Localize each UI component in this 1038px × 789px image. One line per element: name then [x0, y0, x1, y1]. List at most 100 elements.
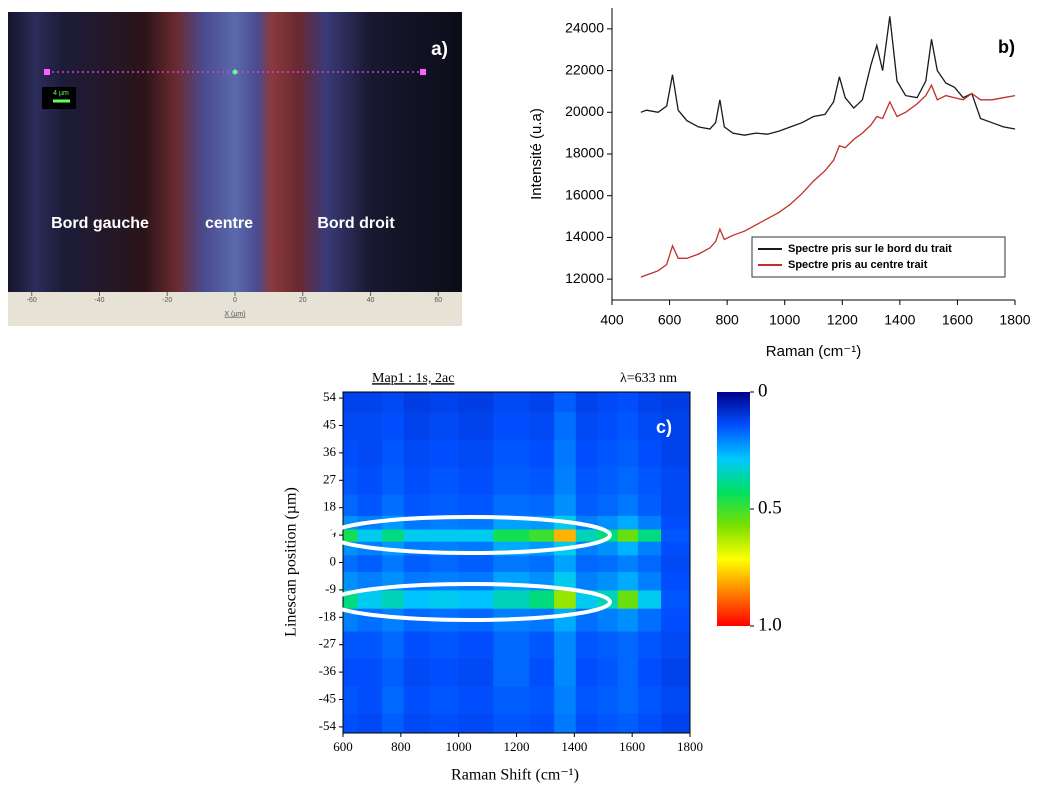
heat-cell [343, 658, 358, 687]
x-tick-label: 1000 [769, 312, 800, 328]
x-tick-label: 600 [333, 739, 353, 754]
y-tick-label: -45 [319, 690, 336, 705]
heat-cell [403, 439, 431, 468]
series-line [640, 83, 1016, 278]
y-tick-label: -9 [325, 581, 336, 596]
heat-cell [597, 466, 619, 495]
highlight [328, 582, 612, 622]
heat-cell [661, 515, 690, 530]
heat-cell [529, 554, 555, 573]
heat-cell [529, 529, 555, 542]
heat-cell [575, 493, 598, 516]
heat-cell [458, 571, 494, 591]
heat-cell [554, 658, 577, 687]
heat-cell [661, 529, 690, 542]
x-tick-label: 1800 [999, 312, 1030, 328]
heat-cell [357, 589, 383, 609]
heat-cell [382, 529, 405, 542]
heat-cell [458, 554, 494, 573]
heat-cell [382, 392, 405, 413]
heat-cell [429, 554, 460, 573]
heat-cell [597, 713, 619, 733]
heat-cell [382, 685, 405, 714]
heat-cell [429, 589, 460, 609]
heat-cell [493, 439, 531, 468]
heat-cell [554, 589, 577, 609]
heat-cell [637, 571, 662, 591]
heat-cell [637, 411, 662, 440]
heat-cell [637, 515, 662, 530]
heat-cell [529, 589, 555, 609]
y-tick-label: -18 [319, 608, 336, 623]
heat-cell [597, 658, 619, 687]
colorbar-label: 0 [758, 380, 768, 401]
heat-cell [458, 589, 494, 609]
x-tick-label: 1400 [561, 739, 587, 754]
heat-cell [458, 439, 494, 468]
heat-cell [575, 439, 598, 468]
heat-cell [403, 466, 431, 495]
heat-cell [637, 392, 662, 413]
heat-cell [554, 685, 577, 714]
highlight [328, 515, 612, 555]
heat-cell [429, 493, 460, 516]
heat-cell [403, 529, 431, 542]
y-tick-label: -27 [319, 636, 337, 651]
heat-cell [403, 411, 431, 440]
heat-cell [637, 658, 662, 687]
heat-cell [661, 685, 690, 714]
scan-end [44, 69, 50, 75]
heat-cell [554, 411, 577, 440]
heat-cell [554, 439, 577, 468]
y-tick-label: 54 [323, 389, 337, 404]
panel-label: b) [998, 37, 1015, 57]
heat-cell [429, 529, 460, 542]
heat-cell [661, 439, 690, 468]
colorbar [717, 392, 750, 626]
heat-cell [637, 713, 662, 733]
heat-cell [458, 685, 494, 714]
x-tick-label: 20 [299, 297, 307, 304]
heat-cell [554, 466, 577, 495]
heat-cell [357, 439, 383, 468]
heat-cell [597, 608, 619, 632]
heat-cell [343, 439, 358, 468]
heat-cell [357, 685, 383, 714]
heat-cell [529, 631, 555, 659]
heat-cell [382, 631, 405, 659]
series-line [640, 16, 1016, 136]
heat-cell [429, 439, 460, 468]
heat-cell [617, 392, 639, 413]
heat-cell [597, 541, 619, 556]
heat-cell [617, 493, 639, 516]
heat-cell [458, 658, 494, 687]
heat-cell [493, 589, 531, 609]
heat-cell [617, 439, 639, 468]
heat-cell [617, 589, 639, 609]
scan-end [420, 69, 426, 75]
heat-cell [637, 589, 662, 609]
heat-cell [343, 466, 358, 495]
heat-cell [357, 466, 383, 495]
heat-cell [493, 685, 531, 714]
scan-center [232, 69, 238, 75]
heat-cell [597, 685, 619, 714]
x-tick-label: 1400 [884, 312, 915, 328]
heat-cell [403, 392, 431, 413]
x-axis-label: X (µm) [224, 311, 245, 318]
y-axis-label: Intensité (u.a) [528, 108, 545, 200]
heat-cell [617, 466, 639, 495]
heat-cell [343, 392, 358, 413]
heat-cell [637, 493, 662, 516]
heat-cell [575, 554, 598, 573]
legend-label: Spectre pris au centre trait [788, 259, 928, 271]
heat-cell [637, 685, 662, 714]
heat-cell [403, 685, 431, 714]
heat-cell [661, 392, 690, 413]
heat-cell [554, 631, 577, 659]
x-tick-label: 1800 [677, 739, 703, 754]
annotation: Bord gauche [51, 215, 149, 232]
heat-cell [529, 493, 555, 516]
heat-cell [661, 554, 690, 573]
heat-cell [661, 713, 690, 733]
